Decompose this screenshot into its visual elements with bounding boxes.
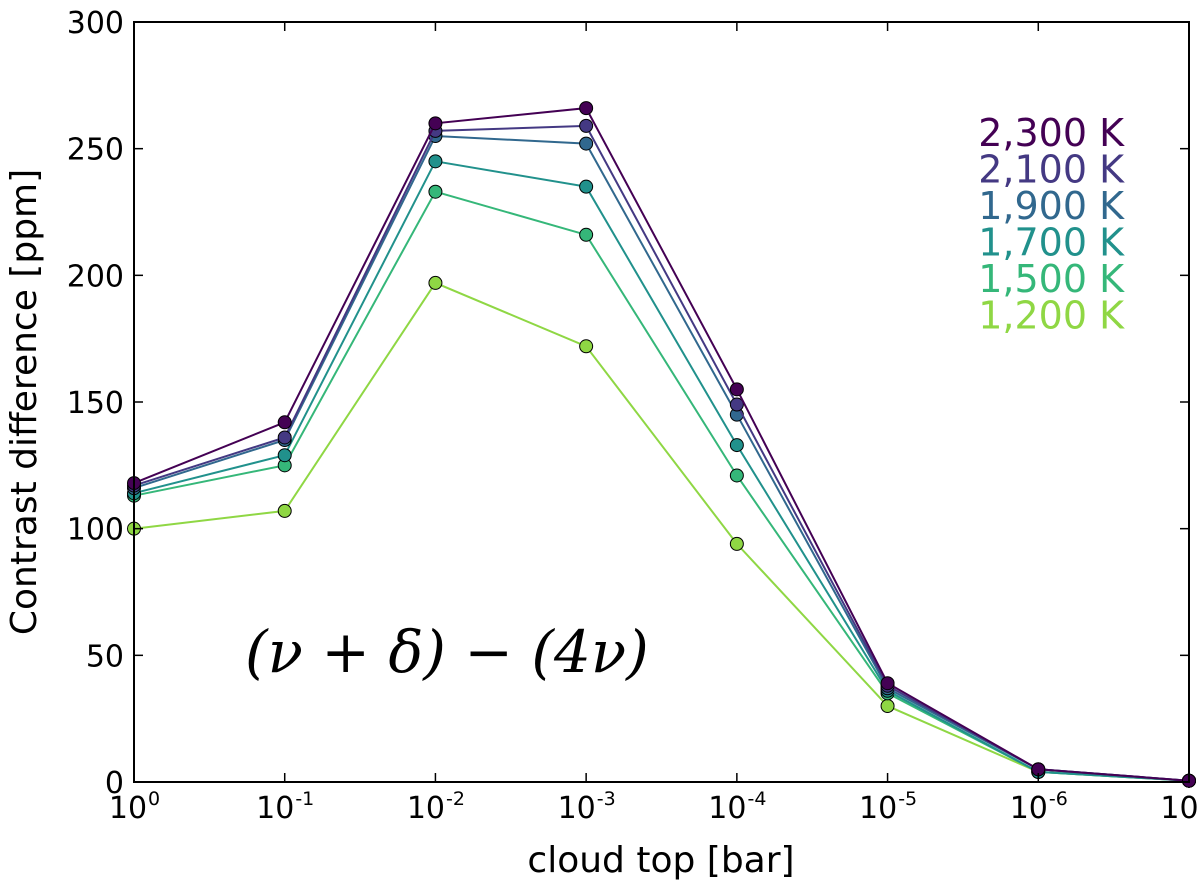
data-point bbox=[729, 468, 744, 483]
x-tick-label: 10-6 bbox=[1010, 788, 1068, 826]
data-point bbox=[579, 339, 594, 354]
data-point bbox=[579, 136, 594, 151]
data-point bbox=[579, 227, 594, 242]
y-tick-label: 50 bbox=[86, 639, 124, 674]
data-point bbox=[880, 676, 895, 691]
legend-entry: 1,700 K bbox=[978, 221, 1125, 265]
legend-entry: 1,500 K bbox=[978, 257, 1125, 301]
data-point bbox=[729, 382, 744, 397]
series-line bbox=[133, 281, 1190, 782]
y-axis-label: Contrast difference [ppm] bbox=[4, 169, 45, 635]
data-point bbox=[428, 275, 443, 290]
series-line bbox=[133, 107, 1190, 782]
series-layer bbox=[127, 101, 1196, 788]
data-point bbox=[428, 184, 443, 199]
legend-entry: 2,300 K bbox=[978, 111, 1125, 155]
x-tick-label: 10-5 bbox=[859, 788, 917, 826]
x-tick-label: 10-7 bbox=[1160, 788, 1200, 826]
data-point bbox=[428, 116, 443, 131]
series-5 bbox=[127, 101, 1196, 788]
x-tick-exponent: -6 bbox=[1049, 788, 1068, 810]
x-axis-label: cloud top [bar] bbox=[527, 840, 794, 881]
legend-entry: 1,200 K bbox=[978, 294, 1125, 338]
y-tick-label: 250 bbox=[67, 133, 124, 168]
y-tick-label: 0 bbox=[105, 766, 124, 801]
x-tick-label: 10-4 bbox=[708, 788, 766, 826]
data-point bbox=[729, 536, 744, 551]
data-point bbox=[277, 448, 292, 463]
x-tick-exponent: -1 bbox=[295, 788, 314, 810]
x-tick-exponent: -2 bbox=[446, 788, 465, 810]
x-tick-label: 100 bbox=[109, 788, 160, 826]
data-point bbox=[579, 179, 594, 194]
formula-annotation: (ν + δ) − (4ν) bbox=[245, 618, 649, 686]
data-point bbox=[428, 154, 443, 169]
legend-entry: 1,900 K bbox=[978, 184, 1125, 228]
legend-entry: 2,100 K bbox=[978, 148, 1125, 192]
x-tick-label: 10-2 bbox=[407, 788, 465, 826]
x-tick-label: 10-1 bbox=[256, 788, 314, 826]
x-tick-exponent: -5 bbox=[898, 788, 917, 810]
data-point bbox=[277, 430, 292, 445]
legend-layer: 2,300 K2,100 K1,900 K1,700 K1,500 K1,200… bbox=[978, 111, 1125, 338]
series-0 bbox=[127, 275, 1196, 788]
data-point bbox=[579, 101, 594, 116]
x-tick-exponent: 0 bbox=[148, 788, 160, 810]
series-line bbox=[133, 160, 1190, 782]
data-point bbox=[729, 438, 744, 453]
y-tick-label: 300 bbox=[67, 6, 124, 41]
tick-layer: 0 50 100 150 200 250 300 100 10-1 10-2 10-3 10-4 10-… bbox=[67, 6, 1200, 826]
x-tick-exponent: -3 bbox=[597, 788, 616, 810]
data-point bbox=[880, 699, 895, 713]
data-point bbox=[579, 118, 594, 133]
data-point bbox=[277, 503, 292, 518]
y-tick-label: 150 bbox=[67, 386, 124, 421]
x-tick-exponent: -4 bbox=[747, 788, 766, 810]
data-point bbox=[729, 397, 744, 412]
x-tick-label: 10-3 bbox=[558, 788, 616, 826]
y-tick-label: 100 bbox=[67, 513, 124, 548]
y-tick-label: 200 bbox=[67, 259, 124, 294]
data-point bbox=[277, 415, 292, 430]
